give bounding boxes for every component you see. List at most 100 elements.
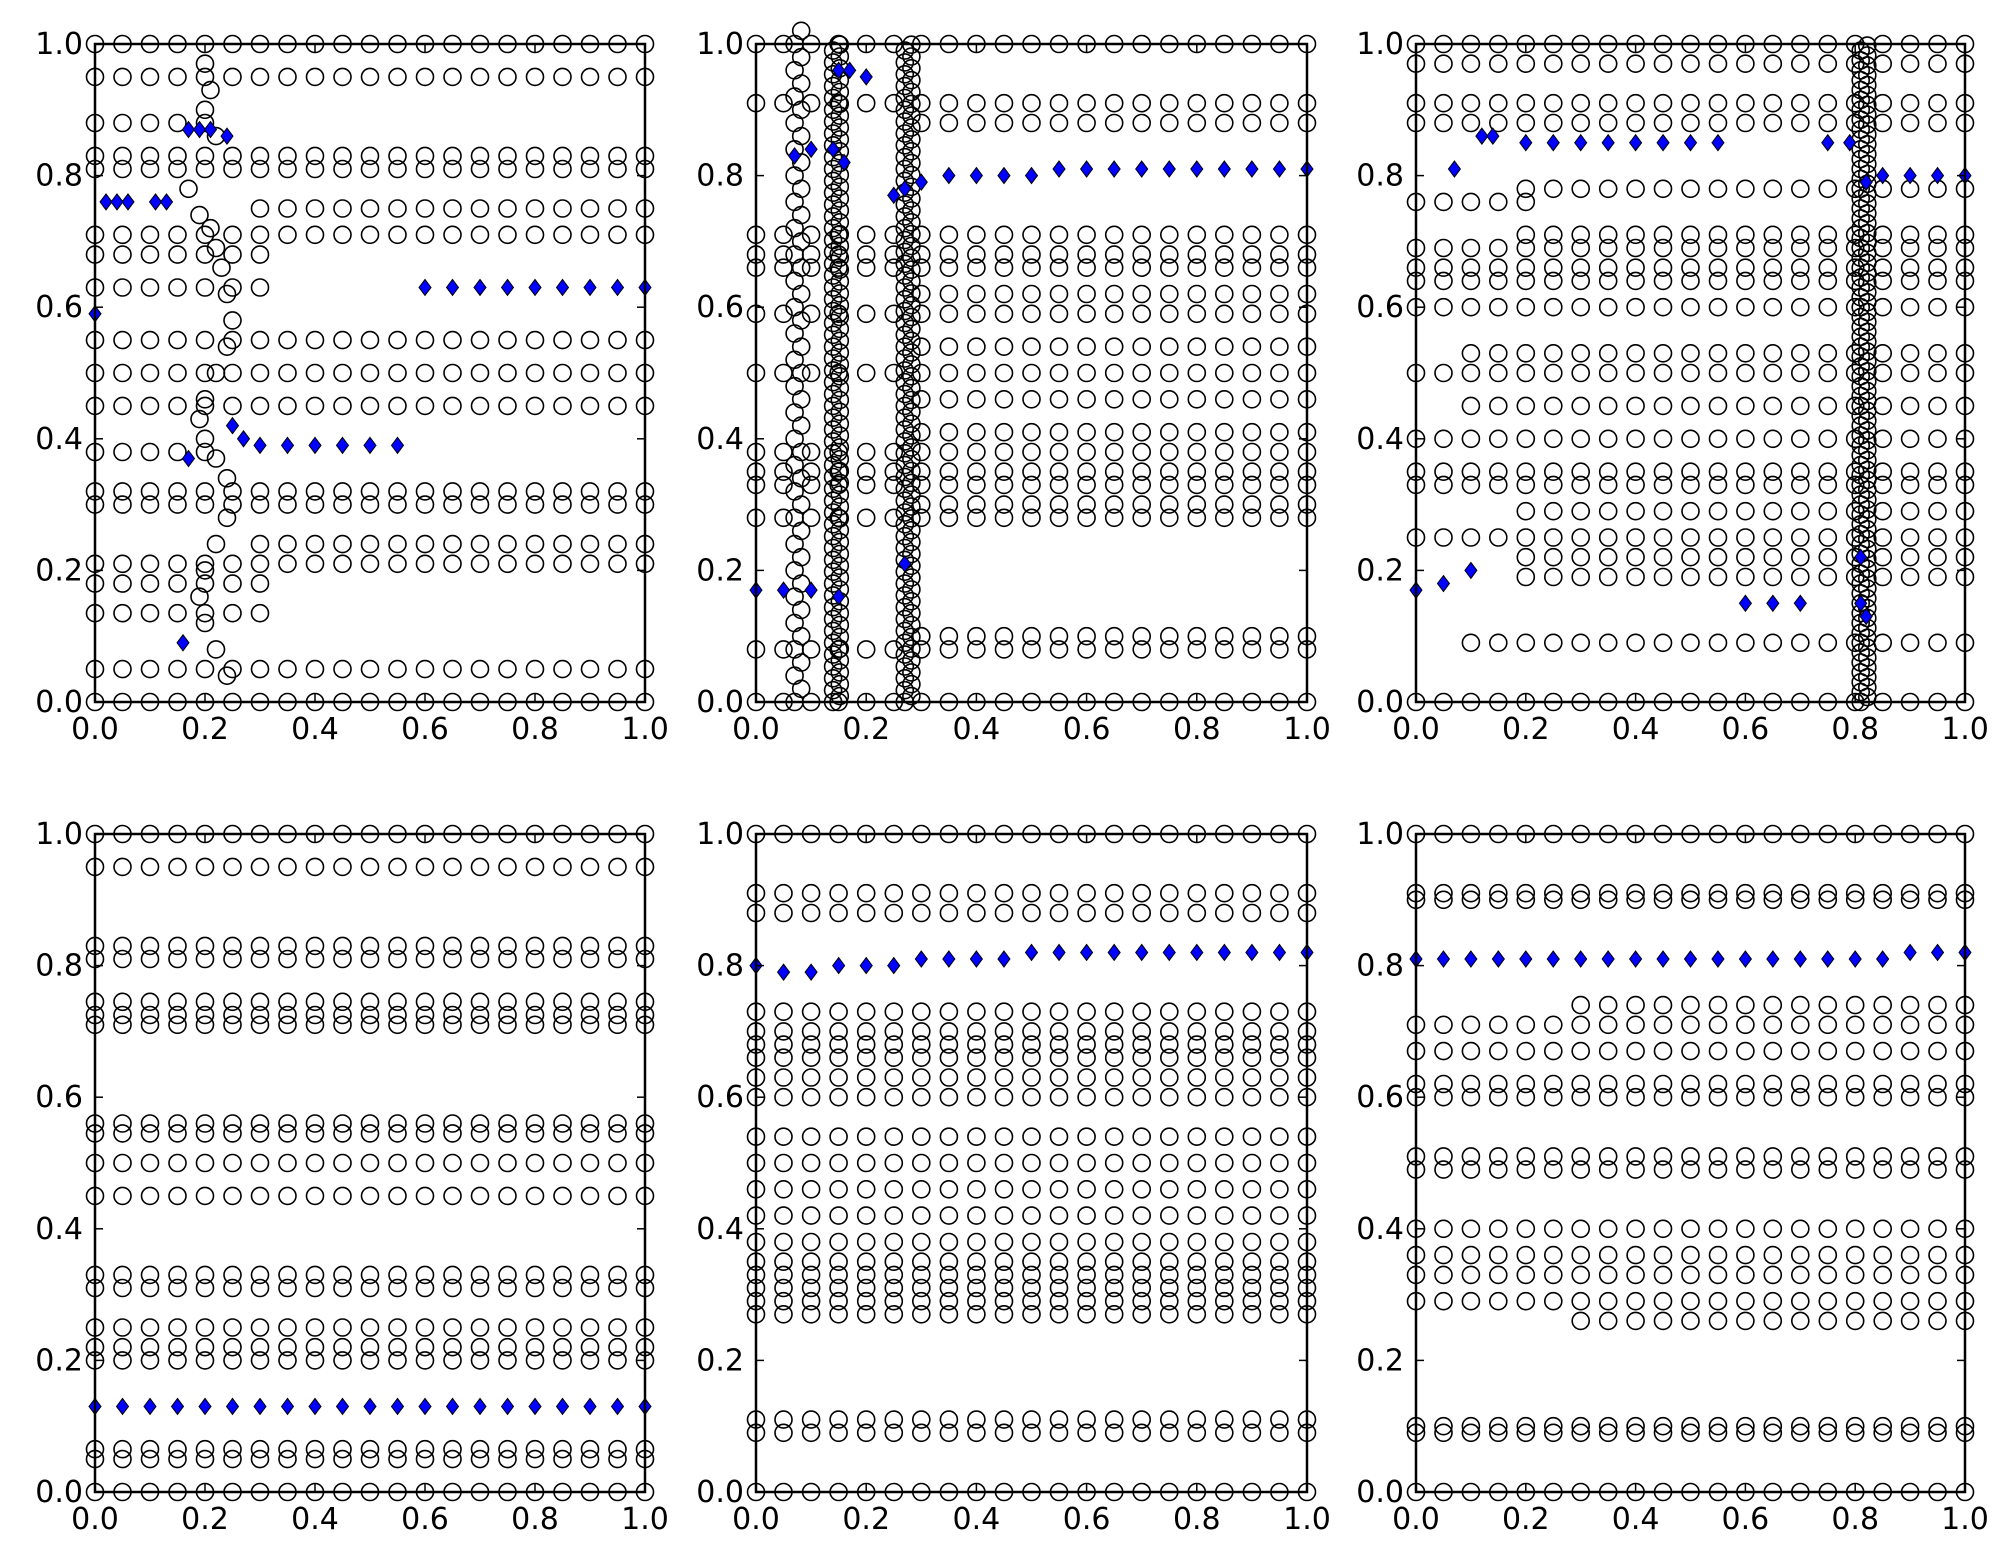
x-tick-label: 0.6 (1722, 712, 1770, 747)
circle-point (140, 1015, 160, 1035)
circle-point (801, 1410, 821, 1429)
circle-point (1516, 258, 1536, 278)
circle-point (902, 213, 921, 232)
circle-point (774, 245, 793, 264)
circle-point (1571, 501, 1590, 521)
circle-point (223, 245, 242, 264)
circle-point (856, 508, 876, 528)
circle-point (470, 857, 490, 877)
circle-point (939, 225, 959, 245)
circle-point (113, 1337, 132, 1357)
circle-point (1077, 640, 1096, 659)
circle-point (608, 936, 627, 956)
diamond-point (390, 1397, 405, 1416)
circle-point (195, 482, 215, 501)
circle-point (1818, 501, 1838, 521)
circle-point (1900, 1311, 1920, 1331)
circle-point (1434, 238, 1453, 258)
circle-point (939, 1035, 959, 1054)
circle-point (250, 574, 270, 593)
circle-point (1049, 1410, 1069, 1429)
diamond-point (176, 633, 190, 652)
diamond-point (1491, 950, 1505, 968)
circle-point (580, 1449, 600, 1469)
circle-point (829, 1153, 848, 1173)
y-tick-label: 1.0 (1356, 817, 1404, 852)
circle-point (1681, 396, 1700, 416)
circle-point (1900, 396, 1920, 416)
circle-point (1818, 462, 1838, 482)
circle-point (1461, 1265, 1481, 1285)
circle-point (1653, 1219, 1673, 1239)
diamond-point (787, 147, 802, 165)
circle-point (360, 482, 380, 501)
circle-point (553, 330, 572, 350)
circle-point (1270, 883, 1289, 903)
circle-point (1022, 1410, 1041, 1429)
circle-point (1215, 258, 1234, 278)
circle-point (278, 199, 297, 218)
circle-point (823, 597, 843, 617)
circle-point (1160, 1265, 1179, 1285)
circle-point (1736, 1015, 1755, 1035)
circle-point (1077, 508, 1096, 528)
circle-point (1736, 547, 1755, 567)
circle-point (1736, 363, 1755, 383)
circle-point (195, 245, 215, 264)
circle-point (360, 363, 380, 383)
circle-point (1489, 1245, 1508, 1265)
circle-point (1215, 1232, 1234, 1252)
circle-point (1077, 1232, 1096, 1252)
circle-point (168, 330, 187, 350)
circle-point (829, 1291, 848, 1311)
circle-point (939, 1153, 959, 1173)
circle-point (113, 67, 132, 87)
circle-point (1489, 1087, 1508, 1107)
circle-point (1160, 475, 1179, 495)
y-tick-label: 0.6 (35, 1080, 83, 1115)
circle-point (250, 495, 270, 514)
circle-point (333, 1351, 352, 1370)
circle-point (1516, 225, 1536, 245)
circle-point (801, 1423, 821, 1443)
panel-5-markers (746, 824, 1317, 1502)
circle-point (1187, 1048, 1207, 1067)
circle-point (1489, 1074, 1508, 1094)
circle-point (1049, 508, 1069, 528)
circle-point (1791, 1423, 1810, 1443)
circle-point (1598, 1416, 1618, 1436)
circle-point (801, 225, 821, 245)
circle-point (388, 199, 407, 218)
circle-point (443, 482, 462, 501)
circle-point (217, 284, 237, 304)
circle-point (1160, 1291, 1179, 1311)
circle-point (1242, 1423, 1262, 1443)
circle-point (1653, 1311, 1673, 1331)
circle-point (305, 1124, 325, 1143)
circle-point (608, 1005, 627, 1025)
circle-point (1022, 1127, 1041, 1146)
circle-point (498, 857, 517, 877)
circle-point (1818, 1041, 1838, 1061)
circle-point (223, 1337, 242, 1357)
diamond-point (500, 278, 515, 297)
circle-point (1598, 1311, 1618, 1331)
diamond-point (1848, 950, 1862, 968)
circle-point (168, 1351, 187, 1370)
circle-point (1736, 1291, 1755, 1311)
circle-point (1215, 1278, 1234, 1298)
circle-point (1681, 1041, 1700, 1061)
circle-point (902, 520, 921, 540)
circle-point (333, 936, 352, 956)
circle-point (1160, 1180, 1179, 1199)
circle-point (1763, 179, 1783, 199)
circle-point (1598, 1245, 1618, 1265)
circle-point (1900, 995, 1920, 1015)
circle-point (884, 1410, 904, 1429)
circle-point (1215, 113, 1234, 133)
y-tick-label: 0.2 (35, 553, 83, 588)
x-tick-label: 0.2 (181, 1502, 229, 1537)
circle-point (1681, 883, 1700, 903)
diamond-point (1843, 133, 1857, 152)
circle-point (1626, 1245, 1645, 1265)
